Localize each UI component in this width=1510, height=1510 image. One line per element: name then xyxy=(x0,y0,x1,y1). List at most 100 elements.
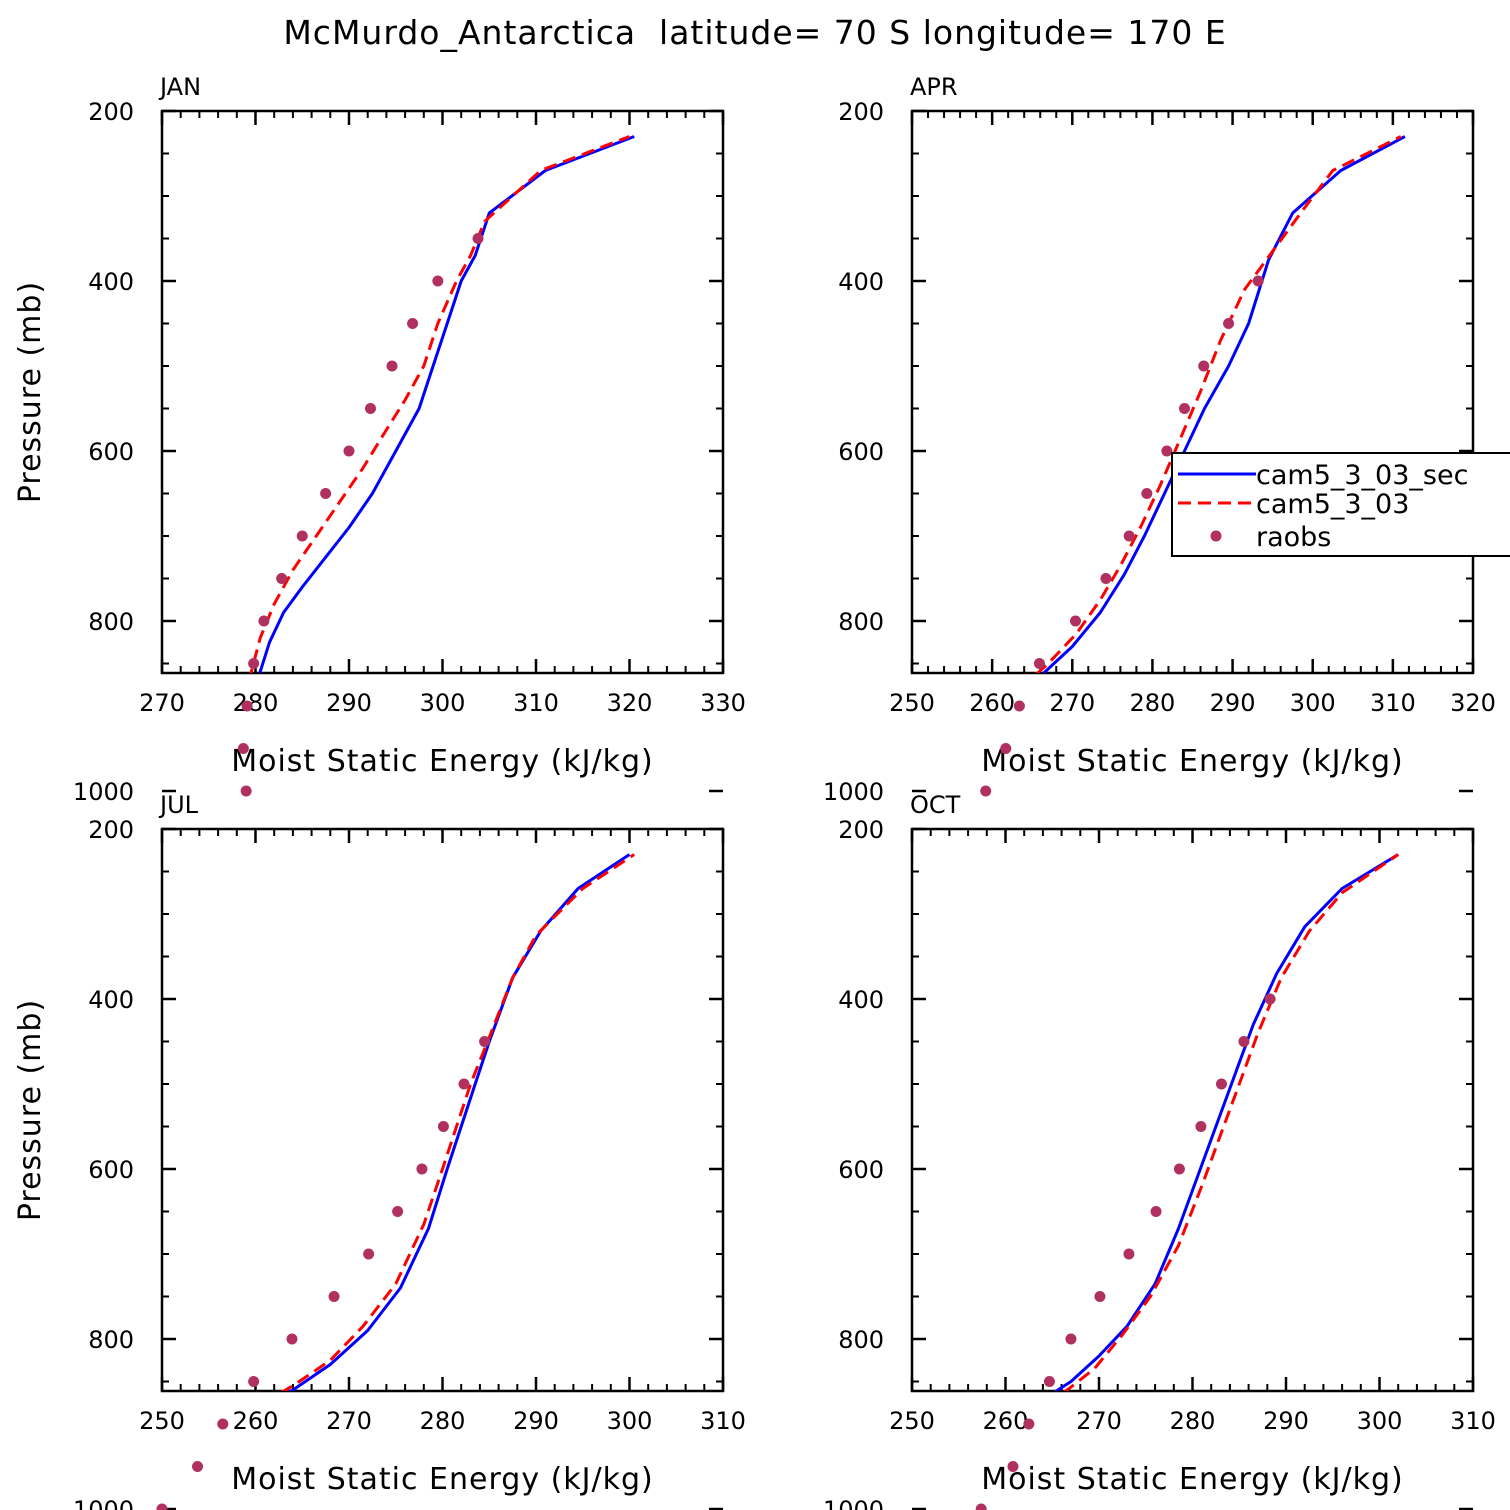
raobs-point xyxy=(1238,1036,1250,1047)
raobs-point xyxy=(286,1333,298,1345)
x-tick-label: 250 xyxy=(889,1407,935,1435)
raobs-point xyxy=(276,573,288,584)
raobs-point xyxy=(248,1376,260,1387)
y-tick-label: 1000 xyxy=(73,778,134,806)
raobs-point xyxy=(458,1078,470,1090)
x-tick-label: 310 xyxy=(1450,1407,1496,1435)
raobs-point xyxy=(980,785,992,797)
raobs-point xyxy=(1141,488,1153,499)
plot-frame xyxy=(160,109,725,675)
y-axis-label: Pressure (mb) xyxy=(13,999,48,1221)
raobs-point xyxy=(1198,360,1210,372)
y-tick-label: 400 xyxy=(88,986,134,1014)
y-tick-label: 600 xyxy=(88,438,134,466)
x-tick-label: 320 xyxy=(607,689,653,717)
x-tick-label: 310 xyxy=(700,1407,746,1435)
x-tick-label: 290 xyxy=(513,1407,559,1435)
raobs-point xyxy=(416,1163,428,1175)
y-tick-label: 600 xyxy=(838,438,884,466)
x-tick-label: 250 xyxy=(889,689,935,717)
x-tick-label: 300 xyxy=(607,1407,653,1435)
raobs-point xyxy=(248,658,260,669)
legend-label: cam5_3_03_sec xyxy=(1256,460,1468,491)
x-tick-label: 250 xyxy=(139,1407,185,1435)
raobs-point xyxy=(320,488,332,499)
y-tick-label: 600 xyxy=(88,1156,134,1184)
y-tick-label: 200 xyxy=(88,98,134,126)
x-tick-label: 280 xyxy=(1130,689,1176,717)
panel-jan: JAN 270 280 290 300 310 320 330 200 400 600 800 1000… xyxy=(13,73,746,806)
x-tick-label: 260 xyxy=(233,1407,279,1435)
legend-label: cam5_3_03 xyxy=(1256,489,1409,520)
raobs-point xyxy=(975,1503,987,1510)
y-tick-label: 400 xyxy=(838,986,884,1014)
panel-label: OCT xyxy=(910,791,961,819)
y-tick-label: 800 xyxy=(838,608,884,636)
series-layer xyxy=(1035,135,1406,673)
x-tick-label: 330 xyxy=(700,689,746,717)
raobs-point xyxy=(241,700,253,712)
cam5-3-03-sec-line xyxy=(1053,853,1399,1391)
panels: JAN 270 280 290 300 310 320 330 200 400 600 800 1000… xyxy=(13,73,1510,1510)
raobs-point xyxy=(1000,743,1012,754)
panel-jul: JUL 250 260 270 280 290 300 310 200 400 600 800 1000… xyxy=(13,791,746,1510)
plot-frame xyxy=(160,827,725,1393)
x-tick-label: 270 xyxy=(1076,1407,1122,1435)
raobs-point xyxy=(1013,700,1025,712)
raobs-point xyxy=(1178,403,1190,414)
raobs-point xyxy=(1123,530,1135,542)
raobs-point xyxy=(156,1503,168,1510)
y-tick-label: 1000 xyxy=(823,778,884,806)
raobs-point xyxy=(432,275,444,287)
raobs-point xyxy=(1069,615,1081,627)
raobs-point xyxy=(1223,318,1235,329)
y-tick-label: 800 xyxy=(838,1326,884,1354)
cam5-3-03-line xyxy=(249,135,631,673)
x-axis-label: Moist Static Energy (kJ/kg) xyxy=(981,1462,1404,1497)
y-tick-label: 800 xyxy=(88,608,134,636)
raobs-point xyxy=(192,1461,204,1472)
series-layer xyxy=(1053,853,1400,1391)
series-layer xyxy=(249,135,635,673)
y-tick-label: 1000 xyxy=(823,1496,884,1510)
raobs-point xyxy=(1094,1291,1106,1302)
raobs-point xyxy=(1215,1078,1227,1090)
y-tick-label: 800 xyxy=(88,1326,134,1354)
legend-marker xyxy=(1210,530,1222,542)
y-axis-label: Pressure (mb) xyxy=(13,281,48,503)
x-tick-label: 310 xyxy=(1370,689,1416,717)
x-tick-label: 320 xyxy=(1450,689,1496,717)
plot-frame xyxy=(910,827,1475,1393)
raobs-point xyxy=(217,1418,229,1430)
raobs-point xyxy=(363,1248,375,1260)
series-layer xyxy=(280,853,636,1391)
panel-label: JUL xyxy=(158,791,199,819)
raobs-point xyxy=(1065,1333,1077,1345)
x-axis-label: Moist Static Energy (kJ/kg) xyxy=(981,744,1404,779)
x-tick-label: 300 xyxy=(1290,689,1336,717)
x-tick-label: 300 xyxy=(420,689,466,717)
raobs-point xyxy=(1161,445,1173,457)
figure-title: McMurdo_Antarctica latitude= 70 S longit… xyxy=(283,13,1226,52)
cam5-3-03-line xyxy=(1035,135,1402,673)
raobs-point xyxy=(1007,1461,1019,1472)
raobs-point xyxy=(479,1036,491,1047)
cam5-3-03-sec-line xyxy=(287,853,631,1391)
y-tick-label: 400 xyxy=(88,268,134,296)
raobs-point xyxy=(437,1121,449,1132)
x-tick-label: 270 xyxy=(1049,689,1095,717)
x-tick-label: 290 xyxy=(326,689,372,717)
x-tick-label: 310 xyxy=(513,689,559,717)
x-tick-label: 260 xyxy=(969,689,1015,717)
panel-label: JAN xyxy=(158,73,201,101)
x-tick-label: 280 xyxy=(420,1407,466,1435)
raobs-point xyxy=(1033,658,1045,669)
x-tick-label: 290 xyxy=(1210,689,1256,717)
raobs-point xyxy=(1043,1376,1055,1387)
raobs-point xyxy=(237,743,249,754)
panel-apr: APR 250 260 270 280 290 300 310 320 200 400 600 800 1… xyxy=(823,73,1510,806)
cam5-3-03-line xyxy=(280,853,636,1391)
y-tick-label: 600 xyxy=(838,1156,884,1184)
